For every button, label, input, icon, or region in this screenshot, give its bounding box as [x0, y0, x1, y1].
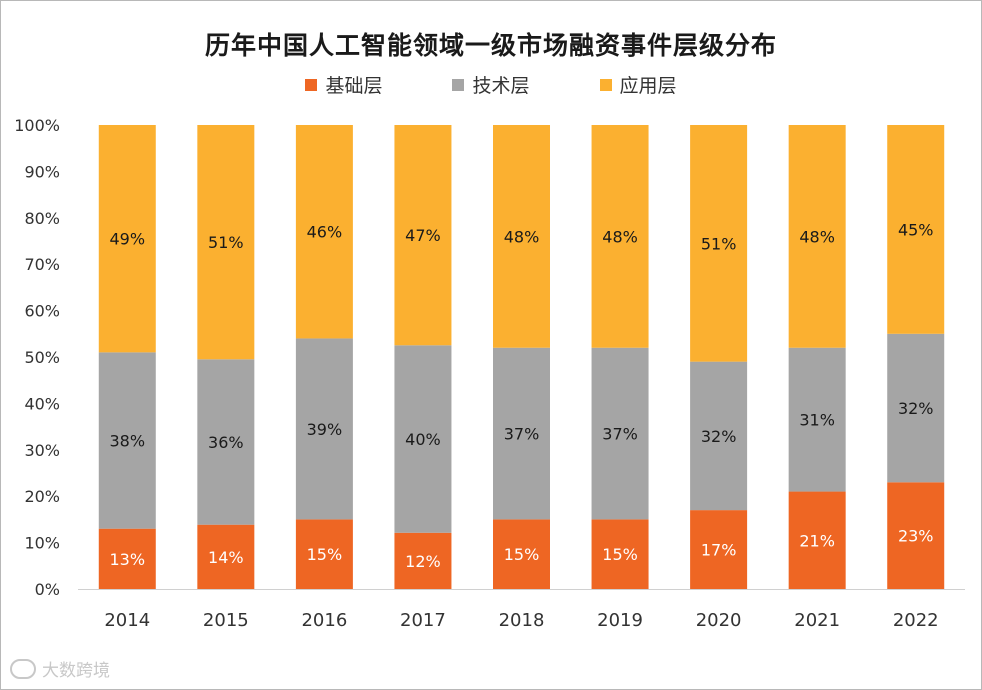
x-tick-label: 2014	[104, 610, 150, 631]
data-label: 31%	[799, 411, 835, 430]
y-tick-label: 70%	[24, 255, 60, 274]
data-label: 12%	[405, 552, 441, 571]
x-tick-label: 2016	[301, 610, 347, 631]
y-tick-label: 80%	[24, 209, 60, 228]
x-tick-label: 2015	[203, 610, 249, 631]
footer-watermark: 大数跨境	[10, 656, 110, 681]
bar-segment-base	[591, 519, 649, 589]
x-tick-label: 2018	[499, 610, 545, 631]
data-label: 45%	[898, 220, 934, 239]
data-label: 36%	[208, 433, 244, 452]
bar-segment-tech	[98, 352, 156, 529]
data-label: 48%	[504, 227, 540, 246]
bar-segment-base	[788, 491, 846, 589]
y-tick-label: 20%	[24, 487, 60, 506]
brand-logo-icon	[10, 658, 36, 679]
x-tick-label: 2020	[696, 610, 742, 631]
data-label: 14%	[208, 548, 244, 567]
data-label: 32%	[701, 427, 737, 446]
legend-label-app: 应用层	[619, 75, 677, 97]
data-label: 46%	[307, 223, 343, 242]
data-label: 13%	[109, 550, 145, 569]
bar-segment-app	[197, 125, 255, 360]
x-tick-label: 2022	[893, 610, 939, 631]
bar-segment-tech	[295, 338, 353, 520]
data-label: 40%	[405, 430, 441, 449]
bar-segment-tech	[394, 345, 452, 533]
y-tick-label: 60%	[24, 302, 60, 321]
data-label: 37%	[504, 425, 540, 444]
x-tick-label: 2017	[400, 610, 446, 631]
data-label: 51%	[701, 234, 737, 253]
bar-segment-tech	[493, 347, 550, 520]
bar-segment-app	[887, 125, 945, 334]
data-label: 15%	[307, 545, 343, 564]
legend-label-base: 基础层	[325, 75, 383, 97]
legend-item-base: 基础层	[305, 71, 382, 98]
legend-swatch-app	[599, 78, 612, 91]
bar-segment-app	[394, 125, 452, 346]
bar-segment-tech	[591, 347, 649, 520]
legend-item-app: 应用层	[599, 71, 677, 98]
bar-segment-tech	[788, 347, 846, 492]
y-tick-label: 10%	[24, 534, 60, 553]
data-label: 15%	[504, 545, 540, 564]
bar-segment-base	[493, 519, 550, 589]
bar-segment-base	[197, 524, 255, 589]
bar-segment-app	[493, 125, 550, 348]
bar-segment-base	[394, 532, 452, 589]
y-tick-label: 30%	[24, 441, 60, 460]
data-label: 32%	[898, 399, 934, 418]
data-label: 37%	[602, 425, 638, 444]
y-tick-label: 100%	[14, 116, 60, 135]
bar-segment-app	[591, 125, 649, 348]
bar-segment-tech	[197, 359, 255, 525]
bar-segment-tech	[690, 361, 748, 511]
legend-item-tech: 技术层	[452, 71, 530, 98]
data-label: 49%	[109, 230, 145, 249]
x-tick-label: 2019	[597, 610, 643, 631]
y-tick-label: 0%	[35, 580, 60, 599]
bar-segment-app	[788, 125, 846, 348]
bar-segment-base	[887, 482, 945, 589]
legend-label-tech: 技术层	[472, 75, 530, 97]
bar-segment-app	[98, 125, 156, 353]
legend-swatch-base	[305, 78, 318, 91]
data-label: 39%	[307, 420, 343, 439]
data-label: 47%	[405, 226, 441, 245]
y-tick-label: 50%	[24, 348, 60, 367]
data-label: 48%	[602, 227, 638, 246]
legend-swatch-tech	[452, 78, 465, 91]
footer-brand-text: 大数跨境	[42, 661, 110, 681]
data-label: 38%	[109, 432, 145, 451]
data-label: 23%	[898, 527, 934, 546]
data-label: 15%	[602, 545, 638, 564]
x-tick-label: 2021	[794, 610, 840, 631]
y-tick-label: 40%	[24, 394, 60, 413]
data-label: 17%	[701, 541, 737, 560]
data-label: 51%	[208, 233, 244, 252]
chart-title: 历年中国人工智能领域一级市场融资事件层级分布	[204, 31, 777, 60]
data-label: 21%	[799, 531, 835, 550]
bar-segment-base	[690, 510, 748, 589]
chart-legend: 基础层 技术层 应用层	[0, 71, 982, 98]
bar-segment-base	[98, 528, 156, 589]
bar-segment-app	[295, 125, 353, 339]
y-tick-label: 90%	[24, 162, 60, 181]
bar-segment-app	[690, 125, 748, 362]
data-label: 48%	[799, 227, 835, 246]
bar-segment-base	[295, 519, 353, 589]
bar-segment-tech	[887, 333, 945, 483]
